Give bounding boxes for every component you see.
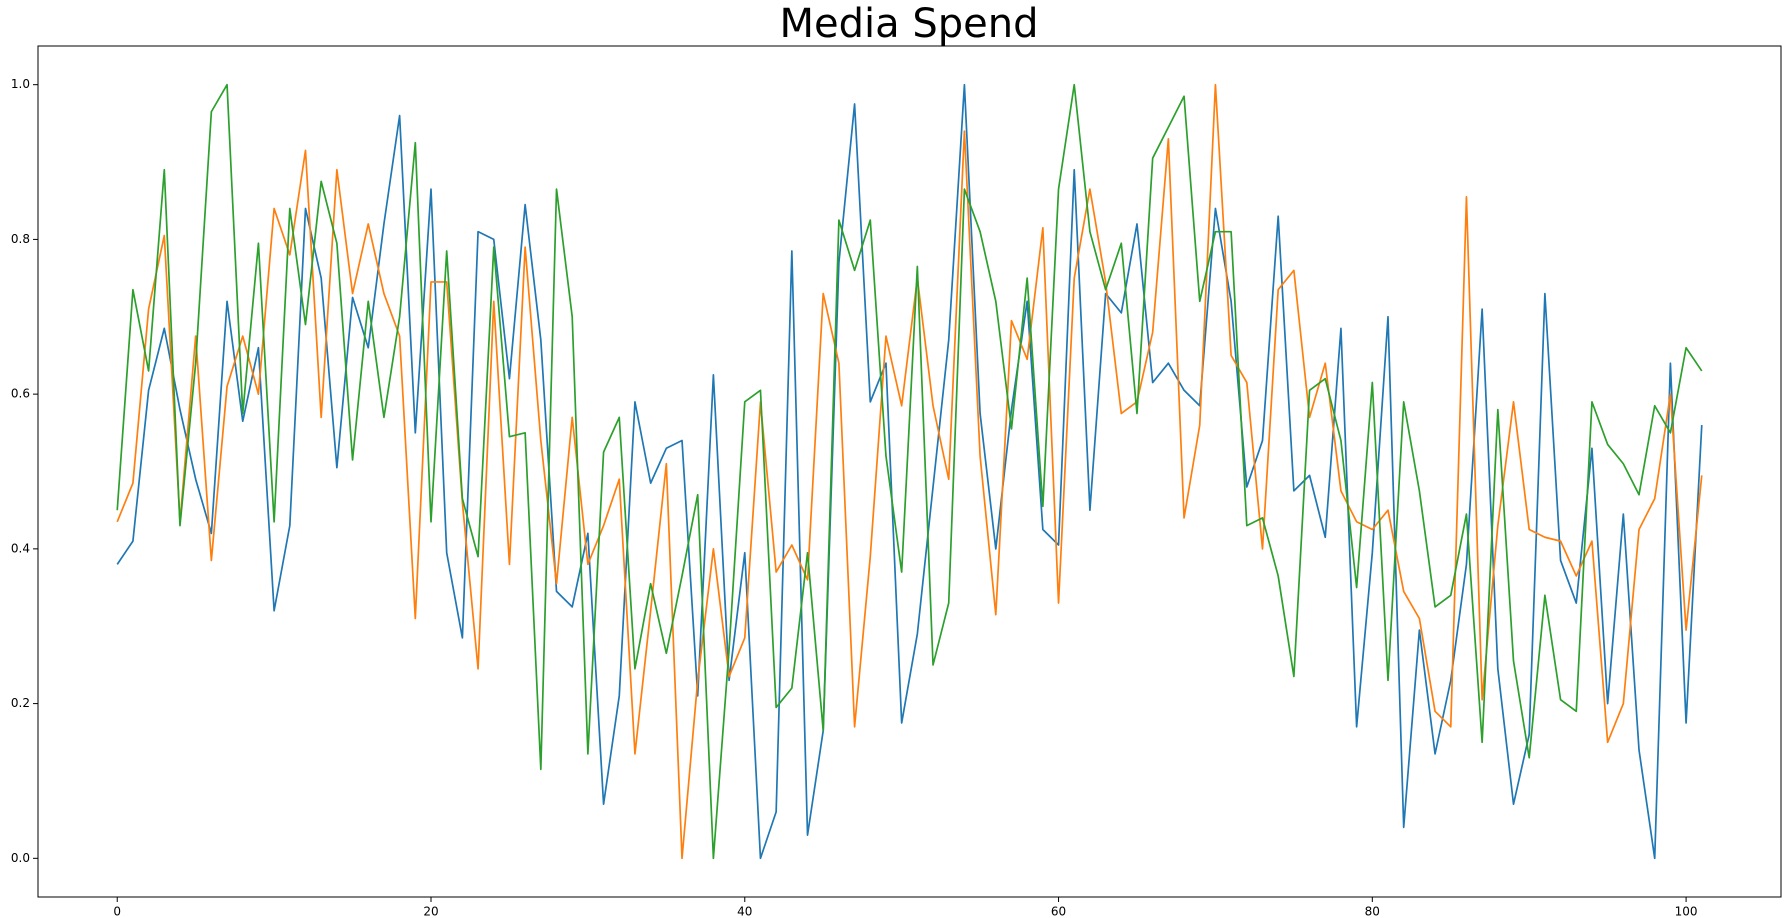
y-tick-label: 0.8 — [11, 232, 30, 246]
chart-title: Media Spend — [780, 1, 1039, 47]
y-tick-label: 0.4 — [11, 541, 30, 555]
x-tick-label: 0 — [113, 905, 121, 918]
y-tick-label: 0.6 — [11, 387, 30, 401]
series-line — [116, 83, 1703, 860]
y-tick-label: 0.2 — [11, 696, 30, 710]
x-tick-label: 80 — [1365, 905, 1380, 918]
series-line — [116, 83, 1703, 860]
x-tick-label: 40 — [737, 905, 752, 918]
y-tick-label: 1.0 — [11, 77, 30, 91]
x-tick-label: 20 — [423, 905, 438, 918]
series-line — [116, 83, 1703, 860]
x-tick-label: 60 — [1051, 905, 1066, 918]
y-tick-label: 0.0 — [11, 851, 30, 865]
plot-frame — [37, 45, 1782, 898]
x-tick-label: 100 — [1675, 905, 1698, 918]
